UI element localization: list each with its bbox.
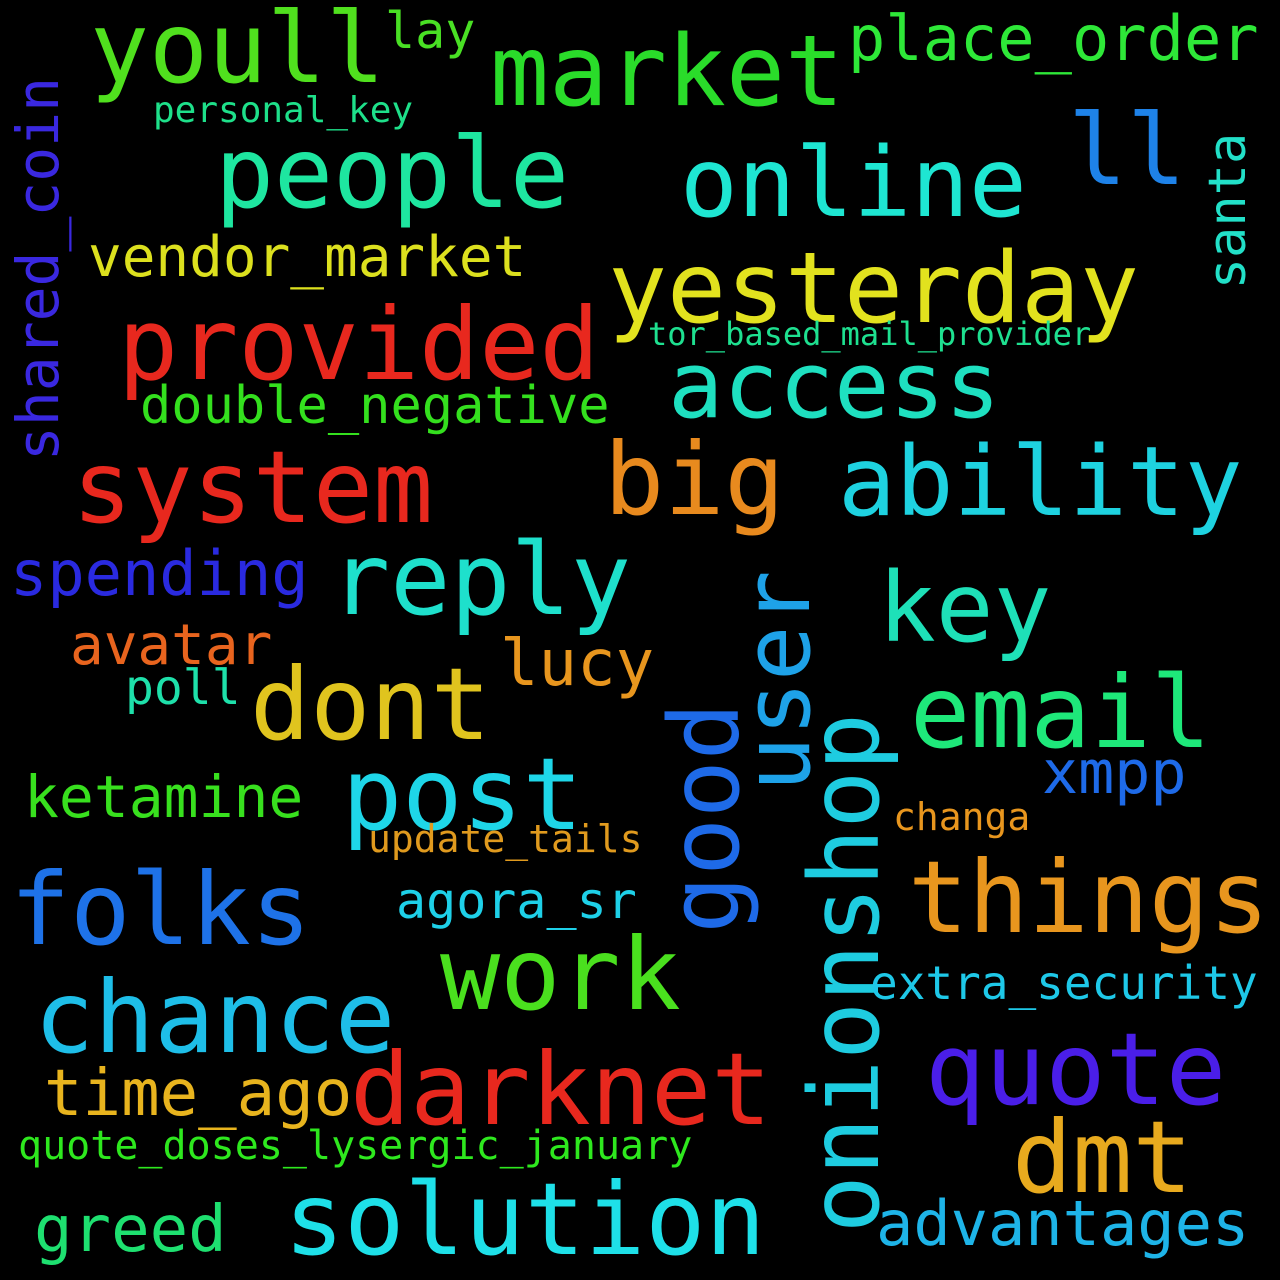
word-lucy: lucy <box>500 627 655 701</box>
word-post: post <box>342 736 583 853</box>
word-reply: reply <box>330 521 632 638</box>
word-tor-based-mail-provider: tor_based_mail_provider <box>648 315 1092 353</box>
word-shared-coin: shared_coin <box>4 76 72 462</box>
word-spending: spending <box>10 537 309 610</box>
word-greed: greed <box>34 1193 227 1267</box>
word-dmt: dmt <box>1012 1099 1193 1216</box>
word-ketamine: ketamine <box>24 763 304 831</box>
word-personal-key: personal_key <box>153 90 414 131</box>
word-extra-security: extra_security <box>870 956 1258 1010</box>
word-lay: lay <box>385 2 476 60</box>
word-email: email <box>910 654 1212 771</box>
word-online: online <box>680 127 1027 239</box>
word-things: things <box>908 839 1270 956</box>
word-people: people <box>215 117 570 231</box>
word-big: big <box>604 421 785 538</box>
word-yesterday: yesterday <box>608 232 1140 346</box>
word-santa: santa <box>1198 132 1258 290</box>
word-ll: ll <box>1068 94 1187 208</box>
word-time-ago: time_ago <box>44 1057 353 1131</box>
word-agora-sr: agora_sr <box>396 872 637 930</box>
word-quote-doses-lysergic-january: quote_doses_lysergic_january <box>18 1123 693 1169</box>
word-dont: dont <box>250 646 491 763</box>
word-work: work <box>440 916 681 1033</box>
word-folks: folks <box>10 851 312 968</box>
word-xmpp: xmpp <box>1042 738 1187 808</box>
word-quote: quote <box>925 1011 1227 1128</box>
word-place-order: place_order <box>848 2 1259 75</box>
word-access: access <box>668 332 1001 439</box>
word-chance: chance <box>34 959 396 1076</box>
word-changa: changa <box>893 795 1031 839</box>
word-poll: poll <box>125 660 241 716</box>
word-system: system <box>72 429 434 546</box>
word-solution: solution <box>284 1161 766 1278</box>
word-ability: ability <box>838 426 1243 538</box>
word-key: key <box>878 552 1052 664</box>
word-vendor-market: vendor_market <box>88 225 527 290</box>
word-market: market <box>490 15 845 129</box>
word-darknet: darknet <box>350 1031 772 1148</box>
word-avatar: avatar <box>70 613 273 678</box>
word-youll: youll <box>90 0 386 106</box>
word-advantages: advantages <box>876 1187 1250 1260</box>
word-double-negative: double_negative <box>140 376 610 436</box>
word-provided: provided <box>118 286 600 403</box>
word-update-tails: update_tails <box>368 817 643 861</box>
